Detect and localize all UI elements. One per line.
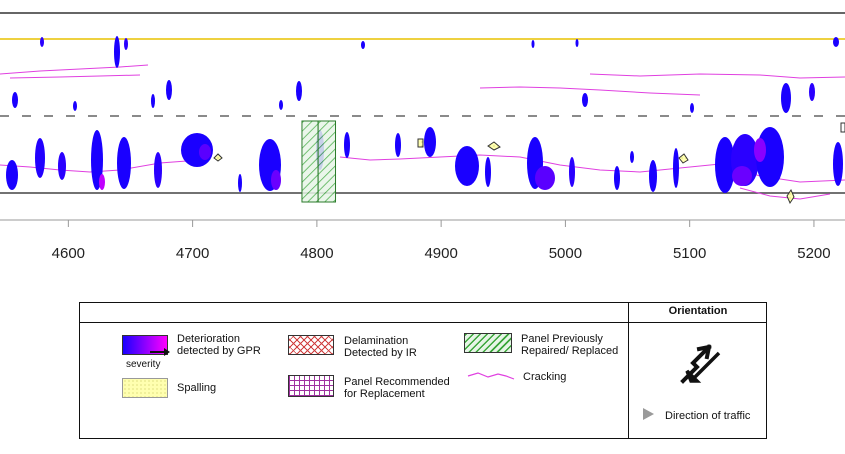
traffic-direction-icon (643, 408, 654, 420)
legend-header-rule (80, 322, 766, 323)
delamination-label: Delamination Detected by IR (344, 335, 417, 359)
x-tick-label: 4600 (52, 245, 85, 262)
recommended-swatch (288, 375, 334, 397)
orientation-arrow-icon (680, 344, 721, 384)
orientation-title: Orientation (668, 305, 728, 317)
repaired-label: Panel Previously Repaired/ Replaced (521, 333, 619, 357)
x-tick-label: 5200 (797, 245, 830, 262)
spalling-swatch (122, 378, 168, 398)
legend-box: severity Deterioration detected by GPR S… (79, 302, 767, 439)
spalling-label: Spalling (177, 382, 217, 394)
deck-condition-map: 4600 4700 4800 4900 5000 5100 5200 (0, 12, 845, 262)
orientation-panel: Orientation Direction of traffic (628, 303, 767, 438)
cracking-swatch (467, 372, 515, 380)
repaired-panel (301, 120, 319, 203)
severity-arrow-head-icon (164, 348, 170, 356)
gpr-severity-swatch (122, 335, 168, 355)
severity-arrow-icon (150, 351, 166, 353)
gpr-deterioration (6, 36, 843, 193)
x-tick-label: 4700 (176, 245, 209, 262)
delamination-swatch (288, 335, 334, 355)
x-tick-label: 4900 (424, 245, 457, 262)
x-axis: 4600 4700 4800 4900 5000 5100 5200 (52, 220, 831, 262)
spalling-markers (213, 122, 845, 205)
repaired-swatch (464, 333, 512, 353)
traffic-direction-label: Direction of traffic (665, 410, 751, 422)
cracking-label: Cracking (523, 371, 567, 383)
x-tick-label: 5100 (673, 245, 706, 262)
gpr-label: Deterioration detected by GPR (177, 333, 261, 357)
x-tick-label: 4800 (300, 245, 333, 262)
repaired-panel (317, 120, 337, 203)
severity-label: severity (126, 359, 161, 370)
recommended-label: Panel Recommended for Replacement (344, 376, 450, 400)
repaired-panels (301, 120, 337, 203)
x-tick-label: 5000 (549, 245, 582, 262)
